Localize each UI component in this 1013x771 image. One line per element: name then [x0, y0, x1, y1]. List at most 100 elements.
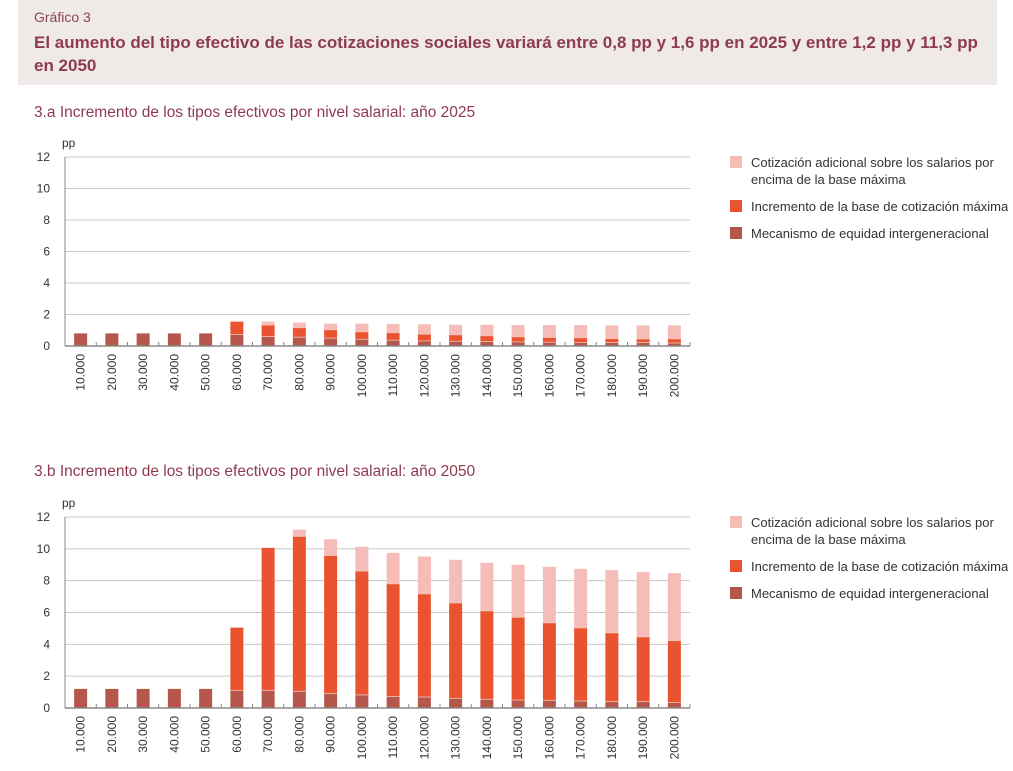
bar-segment: [74, 688, 88, 708]
bar-segment: [386, 583, 400, 697]
bar-segment: [636, 342, 650, 346]
bar-segment: [542, 337, 556, 343]
bar-segment: [605, 325, 619, 339]
bar-segment: [542, 566, 556, 623]
bar-segment: [636, 338, 650, 343]
bar-segment: [480, 610, 494, 700]
bar-segment: [511, 700, 525, 708]
bar-segment: [136, 333, 150, 346]
bar-segment: [574, 325, 588, 338]
x-tick-label: 70.000: [261, 354, 275, 391]
x-tick-label: 50.000: [199, 716, 213, 753]
x-tick-label: 20.000: [105, 354, 119, 391]
x-tick-label: 170.000: [574, 716, 588, 760]
chart-a-title: 3.a Incremento de los tipos efectivos po…: [34, 104, 476, 121]
bar-segment: [667, 573, 681, 641]
x-tick-label: 150.000: [511, 716, 525, 760]
bar-segment: [292, 337, 306, 346]
chart-a: 0 2 4 6 8 10 12 pp 10.000 20.000 30.000 40.000 50.00…: [37, 136, 691, 398]
legend-swatch: [730, 200, 742, 212]
bar-segment: [667, 343, 681, 346]
bar-segment: [667, 640, 681, 703]
bar-segment: [636, 571, 650, 637]
legend-swatch: [730, 156, 742, 168]
bar-segment: [261, 336, 275, 346]
chart-b-title: 3.b Incremento de los tipos efectivos po…: [34, 463, 476, 480]
bar-segment: [417, 556, 431, 594]
y-tick-label: 2: [43, 669, 50, 683]
bar-segment: [355, 546, 369, 572]
bar-segment: [230, 321, 244, 335]
bar-segment: [511, 341, 525, 346]
bar-segment: [605, 570, 619, 633]
bar-segment: [324, 323, 338, 330]
y-tick-label: 12: [37, 510, 51, 524]
bar-segment: [449, 559, 463, 603]
bar-segment: [542, 325, 556, 338]
legend-label: Cotización adicional sobre los salarios …: [751, 515, 994, 547]
bar-segment: [386, 323, 400, 333]
x-tick-label: 40.000: [167, 354, 181, 391]
legend-item: Cotización adicional sobre los salarios …: [730, 514, 1011, 548]
y-tick-label: 4: [43, 276, 50, 290]
bar-segment: [324, 338, 338, 346]
legend-item: Incremento de la base de cotización máxi…: [730, 198, 1011, 215]
x-tick-label: 50.000: [199, 354, 213, 391]
bar-segment: [74, 333, 88, 346]
bar-segment: [292, 529, 306, 537]
bar-segment: [261, 321, 275, 326]
x-tick-label: 120.000: [417, 716, 431, 760]
x-tick-label: 200.000: [667, 716, 681, 760]
bar-segment: [542, 622, 556, 701]
bar-segment: [105, 688, 119, 708]
x-tick-label: 140.000: [480, 716, 494, 760]
bar-segment: [136, 688, 150, 708]
bar-segment: [230, 690, 244, 708]
x-tick-label: 170.000: [574, 354, 588, 398]
x-tick-label: 90.000: [324, 716, 338, 753]
x-tick-label: 120.000: [417, 354, 431, 398]
x-tick-label: 80.000: [292, 354, 306, 391]
bar-segment: [574, 700, 588, 708]
chart-b-legend: Cotización adicional sobre los salarios …: [730, 514, 1011, 612]
x-tick-label: 140.000: [480, 354, 494, 398]
y-tick-label: 6: [43, 245, 50, 259]
legend-label: Incremento de la base de cotización máxi…: [751, 559, 1009, 574]
y-tick-label: 8: [43, 213, 50, 227]
bar-segment: [636, 636, 650, 702]
x-tick-label: 10.000: [74, 354, 88, 391]
bar-segment: [417, 697, 431, 708]
bar-segment: [230, 334, 244, 346]
bar-segment: [574, 342, 588, 346]
bar-segment: [355, 339, 369, 346]
y-tick-label: 10: [37, 542, 51, 556]
x-tick-label: 130.000: [449, 716, 463, 760]
y-tick-label: 0: [43, 339, 50, 353]
bar-segment: [230, 627, 244, 691]
legend-label: Cotización adicional sobre los salarios …: [751, 155, 994, 187]
chart-a-legend: Cotización adicional sobre los salarios …: [730, 154, 1011, 252]
bar-segment: [449, 602, 463, 699]
x-tick-label: 190.000: [636, 716, 650, 760]
bar-segment: [574, 337, 588, 343]
bar-segment: [542, 700, 556, 708]
bar-segment: [605, 632, 619, 702]
bar-segment: [449, 341, 463, 346]
legend-swatch: [730, 227, 742, 239]
bar-segment: [511, 564, 525, 618]
bar-segment: [324, 555, 338, 694]
x-tick-label: 80.000: [292, 716, 306, 753]
bar-segment: [261, 325, 275, 337]
bar-segment: [417, 593, 431, 698]
x-tick-label: 190.000: [636, 354, 650, 398]
bar-segment: [167, 688, 181, 708]
legend-item: Mecanismo de equidad intergeneracional: [730, 585, 1011, 602]
bar-segment: [542, 342, 556, 346]
bar-segment: [292, 327, 306, 338]
bar-segment: [449, 698, 463, 708]
bar-segment: [667, 702, 681, 708]
bar-segment: [605, 338, 619, 343]
legend-label: Incremento de la base de cotización máxi…: [751, 199, 1009, 214]
bar-segment: [386, 332, 400, 341]
